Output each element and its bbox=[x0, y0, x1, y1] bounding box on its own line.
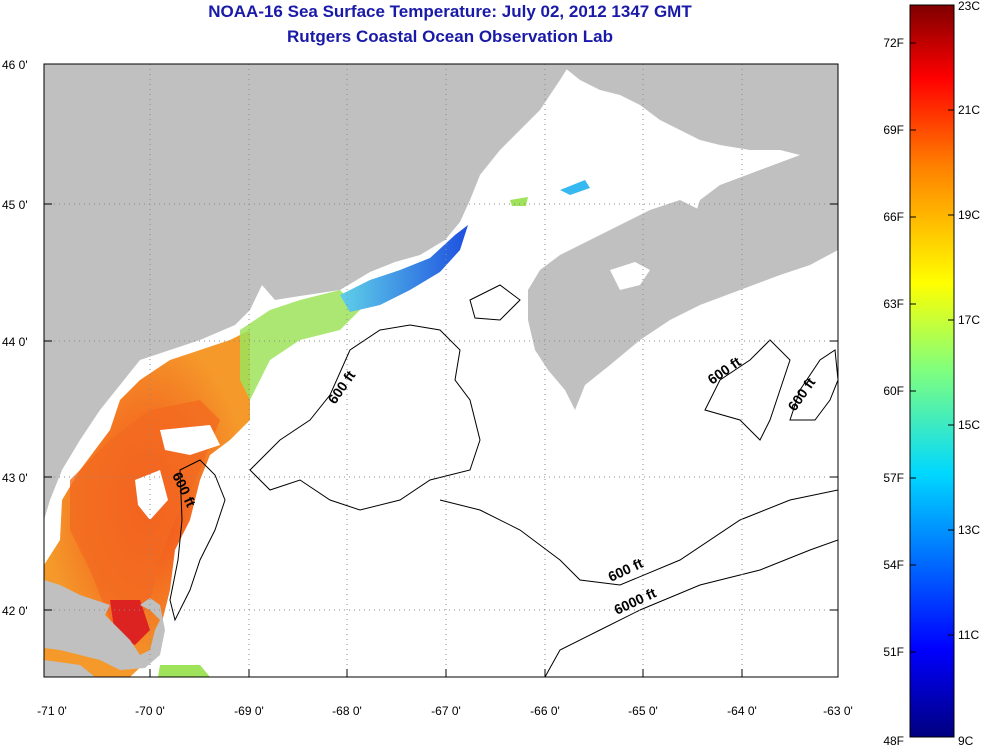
land-new-england bbox=[44, 64, 570, 520]
colorbar-label: 63F bbox=[883, 297, 904, 311]
lon-label: -70 0' bbox=[135, 704, 165, 718]
colorbar-label: 72F bbox=[883, 36, 904, 50]
lon-label: -69 0' bbox=[234, 704, 264, 718]
frame-ticks bbox=[44, 63, 838, 677]
bathymetry-contours bbox=[169, 284, 838, 677]
sst-patch-south bbox=[158, 665, 210, 677]
longitude-labels: -71 0' -70 0' -69 0' -68 0' -67 0' -66 0… bbox=[37, 704, 853, 718]
lon-label: -64 0' bbox=[727, 704, 757, 718]
lon-label: -68 0' bbox=[332, 704, 362, 718]
latitude-labels: 46 0' 45 0' 44 0' 43 0' 42 0' bbox=[2, 58, 28, 618]
sst-warm-core bbox=[70, 400, 220, 640]
graticule bbox=[44, 64, 838, 677]
colorbar-label: 21C bbox=[958, 103, 980, 117]
map-frame bbox=[43, 63, 839, 678]
lon-label: -71 0' bbox=[37, 704, 67, 718]
lat-label: 46 0' bbox=[2, 58, 28, 72]
lon-label: -63 0' bbox=[823, 704, 853, 718]
colorbar-label: 69F bbox=[883, 123, 904, 137]
lon-label: -67 0' bbox=[431, 704, 461, 718]
colorbar-label: 17C bbox=[958, 313, 980, 327]
sst-cold-coast bbox=[340, 225, 468, 312]
colorbar-label: 13C bbox=[958, 523, 980, 537]
colorbar-c-labels: 23C 21C 19C 17C 15C 13C 11C 9C bbox=[958, 0, 980, 748]
colorbar bbox=[909, 4, 955, 738]
colorbar-label: 54F bbox=[883, 558, 904, 572]
colorbar-label: 9C bbox=[958, 734, 974, 748]
colorbar-label: 19C bbox=[958, 208, 980, 222]
cloud-patch bbox=[160, 425, 220, 455]
lat-label: 45 0' bbox=[2, 198, 28, 212]
colorbar-label: 11C bbox=[958, 628, 979, 642]
colorbar-label: 51F bbox=[883, 645, 904, 659]
colorbar-label: 48F bbox=[883, 734, 904, 748]
sst-patch-north bbox=[560, 180, 590, 195]
land-nova-scotia bbox=[528, 200, 838, 410]
lon-label: -65 0' bbox=[628, 704, 658, 718]
map-title: NOAA-16 Sea Surface Temperature: July 02… bbox=[208, 2, 692, 21]
cloud-patch bbox=[610, 262, 650, 290]
colorbar-label: 15C bbox=[958, 418, 980, 432]
lat-label: 42 0' bbox=[2, 604, 28, 618]
colorbar-f-labels: 72F 69F 66F 63F 60F 57F 54F 51F 48F bbox=[883, 36, 904, 748]
map-subtitle: Rutgers Coastal Ocean Observation Lab bbox=[287, 27, 613, 46]
lat-label: 43 0' bbox=[2, 471, 28, 485]
colorbar-label: 57F bbox=[883, 471, 904, 485]
lon-label: -66 0' bbox=[530, 704, 560, 718]
land-island bbox=[44, 660, 95, 677]
colorbar-label: 60F bbox=[883, 384, 904, 398]
colorbar-label: 66F bbox=[883, 210, 904, 224]
cloud-patch bbox=[135, 470, 168, 520]
land-cape-cod bbox=[44, 580, 165, 670]
sst-cool-band bbox=[240, 290, 360, 400]
land-canada bbox=[560, 64, 838, 272]
colorbar-ticks bbox=[910, 42, 954, 653]
colorbar-label: 23C bbox=[958, 0, 980, 13]
lat-label: 44 0' bbox=[2, 335, 28, 349]
